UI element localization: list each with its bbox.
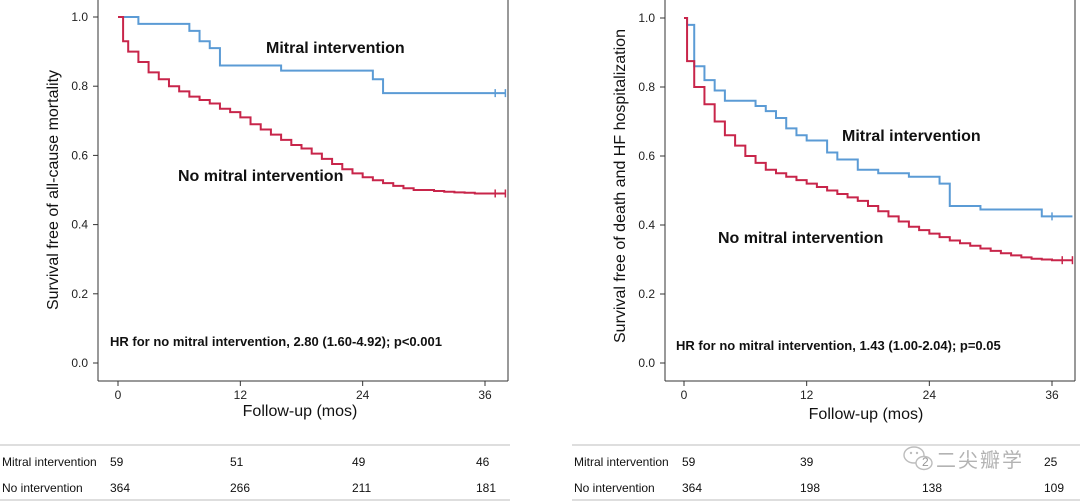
- y-tick-label: 0.8: [638, 80, 655, 94]
- left-km-panel: 0.0 0.2 0.4 0.6 0.8 1.0 0 12 24 36 Survival free…: [0, 0, 510, 501]
- no-mitral-intervention-curve: [118, 16, 506, 195]
- risk-value: 211: [352, 481, 371, 495]
- risk-value: 364: [110, 481, 130, 495]
- y-tick-label: 0.6: [638, 149, 655, 163]
- x-ticks: 0 12 24 36: [681, 381, 1059, 402]
- km-curves: [684, 17, 1074, 265]
- y-tick-label: 1.0: [638, 11, 655, 25]
- no-mitral-intervention-curve: [684, 17, 1073, 262]
- mitral-intervention-label: Mitral intervention: [266, 40, 405, 57]
- x-tick-label: 36: [1045, 388, 1059, 402]
- mitral-intervention-curve: [118, 16, 506, 95]
- x-tick-label: 36: [478, 388, 492, 402]
- mitral-intervention-label: Mitral intervention: [842, 128, 981, 145]
- x-ticks: 0 12 24 36: [115, 381, 492, 402]
- y-axis-title: Survival free of all-cause mortality: [45, 70, 62, 310]
- risk-row-label: No intervention: [2, 481, 83, 495]
- risk-value: 49: [352, 455, 366, 469]
- risk-value: 198: [800, 481, 820, 495]
- watermark-text: 二尖瓣学: [936, 448, 1024, 472]
- risk-row-label: Mitral intervention: [574, 455, 669, 469]
- risk-value: 46: [476, 455, 490, 469]
- risk-row-label: No intervention: [574, 481, 655, 495]
- x-tick-label: 24: [356, 388, 370, 402]
- watermark: 二尖瓣学: [903, 446, 1024, 472]
- y-tick-label: 0.0: [71, 356, 88, 370]
- x-tick-label: 0: [681, 388, 688, 402]
- risk-value: 59: [682, 455, 696, 469]
- risk-value: 266: [230, 481, 250, 495]
- right-km-panel: 0.0 0.2 0.4 0.6 0.8 1.0 0 12 24 36 Survival free…: [572, 0, 1080, 501]
- risk-value: 138: [922, 481, 942, 495]
- no-mitral-intervention-label: No mitral intervention: [178, 168, 343, 185]
- hazard-ratio-text: HR for no mitral intervention, 1.43 (1.0…: [676, 338, 1001, 353]
- y-tick-label: 0.0: [638, 356, 655, 370]
- risk-value: 181: [476, 481, 496, 495]
- x-axis-title: Follow-up (mos): [243, 403, 358, 420]
- y-tick-label: 0.2: [71, 287, 88, 301]
- y-tick-label: 0.4: [71, 218, 88, 232]
- hazard-ratio-text: HR for no mitral intervention, 2.80 (1.6…: [110, 334, 442, 349]
- y-tick-label: 0.6: [71, 148, 88, 162]
- risk-row-label: Mitral intervention: [2, 455, 97, 469]
- y-tick-label: 0.4: [638, 218, 655, 232]
- risk-value: 39: [800, 455, 814, 469]
- x-axis-title: Follow-up (mos): [809, 406, 924, 423]
- risk-value: 25: [1044, 455, 1058, 469]
- y-tick-label: 0.2: [638, 287, 655, 301]
- y-axis-title: Survival free of death and HF hospitaliz…: [612, 29, 629, 343]
- risk-value: 364: [682, 481, 702, 495]
- x-tick-label: 12: [234, 388, 248, 402]
- x-tick-label: 24: [923, 388, 937, 402]
- mitral-intervention-curve: [684, 17, 1073, 218]
- y-ticks: 0.0 0.2 0.4 0.6 0.8 1.0: [638, 11, 665, 370]
- y-ticks: 0.0 0.2 0.4 0.6 0.8 1.0: [71, 10, 98, 370]
- risk-value: 51: [230, 455, 244, 469]
- x-tick-label: 12: [800, 388, 814, 402]
- wechat-icon: [903, 446, 933, 471]
- y-tick-label: 0.8: [71, 79, 88, 93]
- y-tick-label: 1.0: [71, 10, 88, 24]
- risk-value: 109: [1044, 481, 1064, 495]
- risk-value: 59: [110, 455, 124, 469]
- x-tick-label: 0: [115, 388, 122, 402]
- km-curves: [118, 16, 507, 198]
- no-mitral-intervention-label: No mitral intervention: [718, 230, 883, 247]
